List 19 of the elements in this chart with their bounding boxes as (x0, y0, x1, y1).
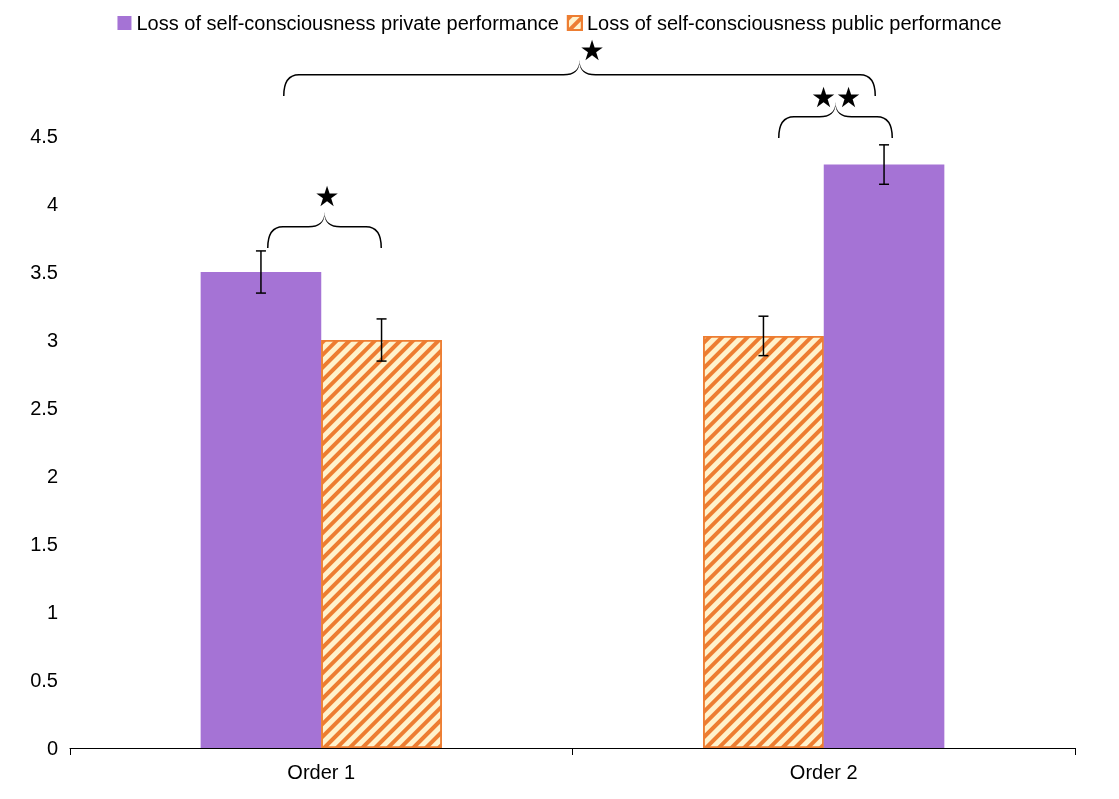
y-tick-label: 1 (46, 601, 58, 623)
bar (823, 164, 945, 748)
y-tick-label: 2 (46, 465, 58, 487)
y-tick-label: 1.5 (30, 533, 58, 555)
y-tick-label: 0 (46, 737, 58, 759)
y-tick-label: 3.5 (30, 261, 58, 283)
y-tick-label: 3 (46, 329, 58, 351)
y-tick-label: 0.5 (30, 669, 58, 691)
legend-label: Loss of self-consciousness private performance (136, 12, 559, 34)
y-tick-label: 4.5 (30, 125, 58, 147)
x-tick-label: Order 2 (789, 761, 858, 783)
annotation: ★ (314, 179, 340, 213)
x-tick-label: Order 1 (287, 761, 356, 783)
bar (200, 272, 322, 748)
legend-label: Loss of self-consciousness public performance (586, 12, 1002, 34)
y-tick-label: 2.5 (30, 397, 58, 419)
text: ★ (579, 33, 605, 67)
text: ★★ (810, 80, 862, 114)
y-tick-label: 4 (46, 193, 58, 215)
